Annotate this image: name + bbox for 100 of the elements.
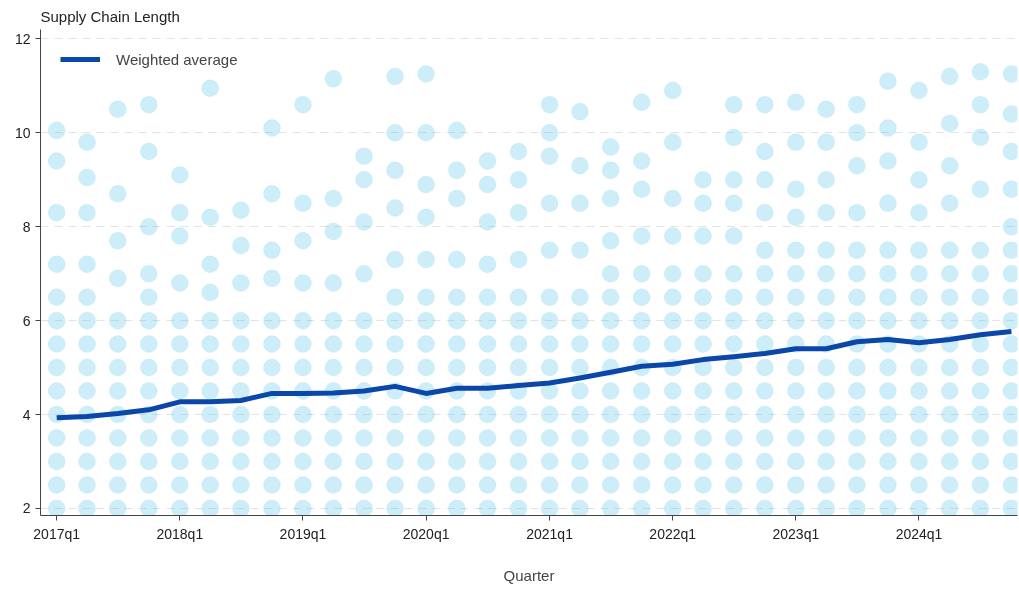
point	[1002, 429, 1018, 447]
point	[201, 382, 220, 401]
point	[632, 288, 651, 307]
point	[170, 311, 189, 330]
point	[694, 227, 713, 246]
point	[293, 231, 312, 250]
point	[478, 405, 497, 424]
point	[509, 288, 528, 307]
point	[1002, 476, 1018, 494]
point	[355, 170, 374, 189]
point	[847, 499, 866, 516]
y-tick-label: 8	[22, 218, 31, 235]
point	[262, 241, 281, 260]
point	[940, 452, 959, 471]
point	[78, 476, 97, 494]
point	[663, 227, 682, 246]
point	[170, 166, 189, 185]
point	[417, 123, 436, 142]
point	[324, 335, 343, 354]
legend-label: Weighted average	[116, 50, 238, 68]
point	[663, 311, 682, 330]
point	[817, 429, 836, 447]
point	[817, 476, 836, 494]
point	[231, 499, 250, 516]
point	[601, 137, 620, 156]
point	[78, 168, 97, 187]
point	[786, 208, 805, 227]
point	[878, 288, 897, 307]
point	[231, 405, 250, 424]
point	[355, 147, 374, 166]
point	[724, 382, 743, 401]
x-tick-label: 2023q1	[772, 525, 820, 542]
point	[1002, 180, 1018, 199]
point	[755, 382, 774, 401]
point	[262, 119, 281, 138]
point	[231, 311, 250, 330]
point	[909, 170, 928, 189]
point	[847, 358, 866, 377]
point	[540, 476, 559, 494]
point	[940, 114, 959, 133]
point	[139, 499, 158, 516]
point	[1002, 142, 1018, 161]
point	[755, 142, 774, 161]
y-tick-label: 6	[22, 312, 31, 329]
point	[509, 335, 528, 354]
point	[663, 288, 682, 307]
point	[786, 288, 805, 307]
point	[786, 241, 805, 260]
point	[755, 358, 774, 377]
point	[293, 429, 312, 447]
point	[847, 311, 866, 330]
point	[108, 100, 127, 119]
point	[878, 152, 897, 170]
point	[971, 241, 990, 260]
point	[231, 358, 250, 377]
point	[694, 311, 713, 330]
point	[663, 429, 682, 447]
point	[601, 161, 620, 180]
point	[231, 201, 250, 220]
point	[47, 382, 66, 401]
point	[847, 452, 866, 471]
point	[909, 203, 928, 222]
point	[47, 255, 66, 274]
point	[170, 499, 189, 516]
point	[540, 194, 559, 213]
point	[108, 499, 127, 516]
point	[170, 382, 189, 401]
point	[817, 311, 836, 330]
point	[262, 311, 281, 330]
point	[108, 184, 127, 203]
point	[108, 452, 127, 471]
point	[139, 264, 158, 283]
point	[663, 499, 682, 516]
point	[601, 429, 620, 447]
point	[47, 358, 66, 377]
point	[601, 189, 620, 208]
point	[694, 288, 713, 307]
point	[909, 476, 928, 494]
point	[755, 476, 774, 494]
point	[447, 288, 466, 307]
point	[447, 250, 466, 269]
point	[108, 335, 127, 354]
point	[540, 241, 559, 260]
point	[78, 255, 97, 274]
point	[570, 452, 589, 471]
point	[447, 358, 466, 377]
point	[108, 476, 127, 494]
point	[940, 429, 959, 447]
point	[663, 405, 682, 424]
point	[324, 311, 343, 330]
point	[201, 405, 220, 424]
point	[755, 241, 774, 260]
point	[47, 429, 66, 447]
point	[570, 288, 589, 307]
point	[1002, 241, 1018, 260]
point	[724, 405, 743, 424]
point	[724, 476, 743, 494]
point	[293, 194, 312, 213]
point	[570, 311, 589, 330]
point	[447, 452, 466, 471]
